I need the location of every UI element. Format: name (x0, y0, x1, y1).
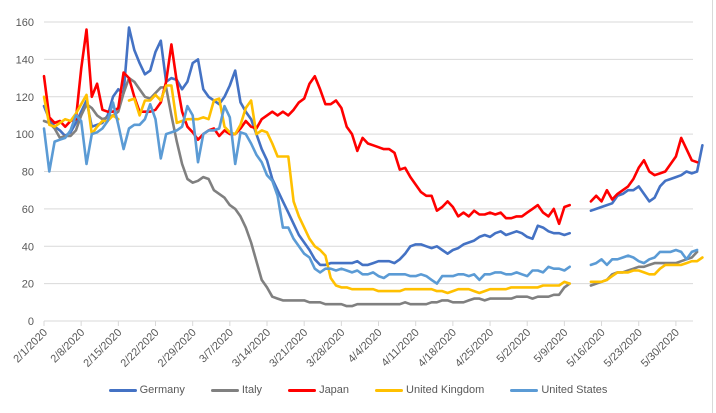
legend-item-germany: Germany (108, 384, 185, 396)
y-tick-label: 100 (16, 129, 34, 141)
y-tick-label: 60 (22, 204, 34, 216)
y-tick-label: 120 (16, 92, 34, 104)
y-tick-label: 140 (16, 54, 34, 66)
y-tick-label: 80 (22, 167, 34, 179)
series-lines (42, 26, 704, 308)
x-tick-label: 2/8/2020 (49, 327, 88, 366)
series-line-united-kingdom (42, 84, 704, 295)
legend-item-japan: Japan (288, 384, 349, 396)
legend-item-united-states: United States (510, 384, 607, 396)
x-tick-label: 5/16/2020 (565, 327, 608, 370)
legend-swatch-italy (210, 388, 239, 392)
legend-label: Italy (241, 384, 263, 396)
gridlines (44, 21, 693, 285)
y-tick-label: 20 (22, 279, 34, 291)
y-tick-label: 0 (28, 316, 34, 328)
legend-label: United States (541, 384, 608, 396)
x-tick-label: 4/4/2020 (346, 327, 385, 366)
x-tick-label: 5/23/2020 (602, 327, 645, 370)
x-axis: 2/1/20202/8/20202/15/20202/22/20202/29/2… (11, 320, 693, 370)
legend-swatch-united-states (510, 388, 539, 392)
x-tick-label: 5/2/2020 (495, 327, 534, 366)
legend: Germany Italy Japan United Kingdom Unite… (0, 384, 716, 396)
x-tick-label: 5/9/2020 (532, 327, 571, 366)
x-tick-label: 4/11/2020 (379, 327, 422, 370)
series-line-united-states (42, 101, 699, 285)
x-tick-label: 3/28/2020 (304, 327, 347, 370)
x-tick-label: 3/14/2020 (230, 327, 273, 370)
y-tick-label: 40 (22, 241, 34, 253)
x-tick-label: 2/1/2020 (11, 327, 50, 366)
x-tick-label: 2/22/2020 (119, 327, 162, 370)
legend-item-united-kingdom: United Kingdom (375, 384, 484, 396)
legend-label: Germany (139, 384, 185, 396)
legend-label: United Kingdom (406, 384, 485, 396)
legend-swatch-united-kingdom (375, 388, 404, 392)
legend-swatch-germany (108, 388, 137, 392)
x-tick-label: 2/29/2020 (156, 327, 199, 370)
x-tick-label: 3/21/2020 (267, 327, 310, 370)
x-tick-label: 5/30/2020 (639, 327, 682, 370)
series-line-japan (42, 28, 699, 226)
x-tick-label: 3/7/2020 (197, 327, 236, 366)
y-axis: 0 20 40 60 80 100 120 140 160 (16, 17, 34, 328)
x-tick-label: 4/25/2020 (453, 327, 496, 370)
x-tick-label: 4/18/2020 (416, 327, 459, 370)
x-tick-label: 2/15/2020 (81, 327, 124, 370)
legend-swatch-japan (288, 388, 317, 392)
legend-label: Japan (319, 384, 350, 396)
legend-item-italy: Italy (210, 384, 263, 396)
series-line-germany (42, 26, 704, 267)
y-tick-label: 160 (16, 17, 34, 29)
